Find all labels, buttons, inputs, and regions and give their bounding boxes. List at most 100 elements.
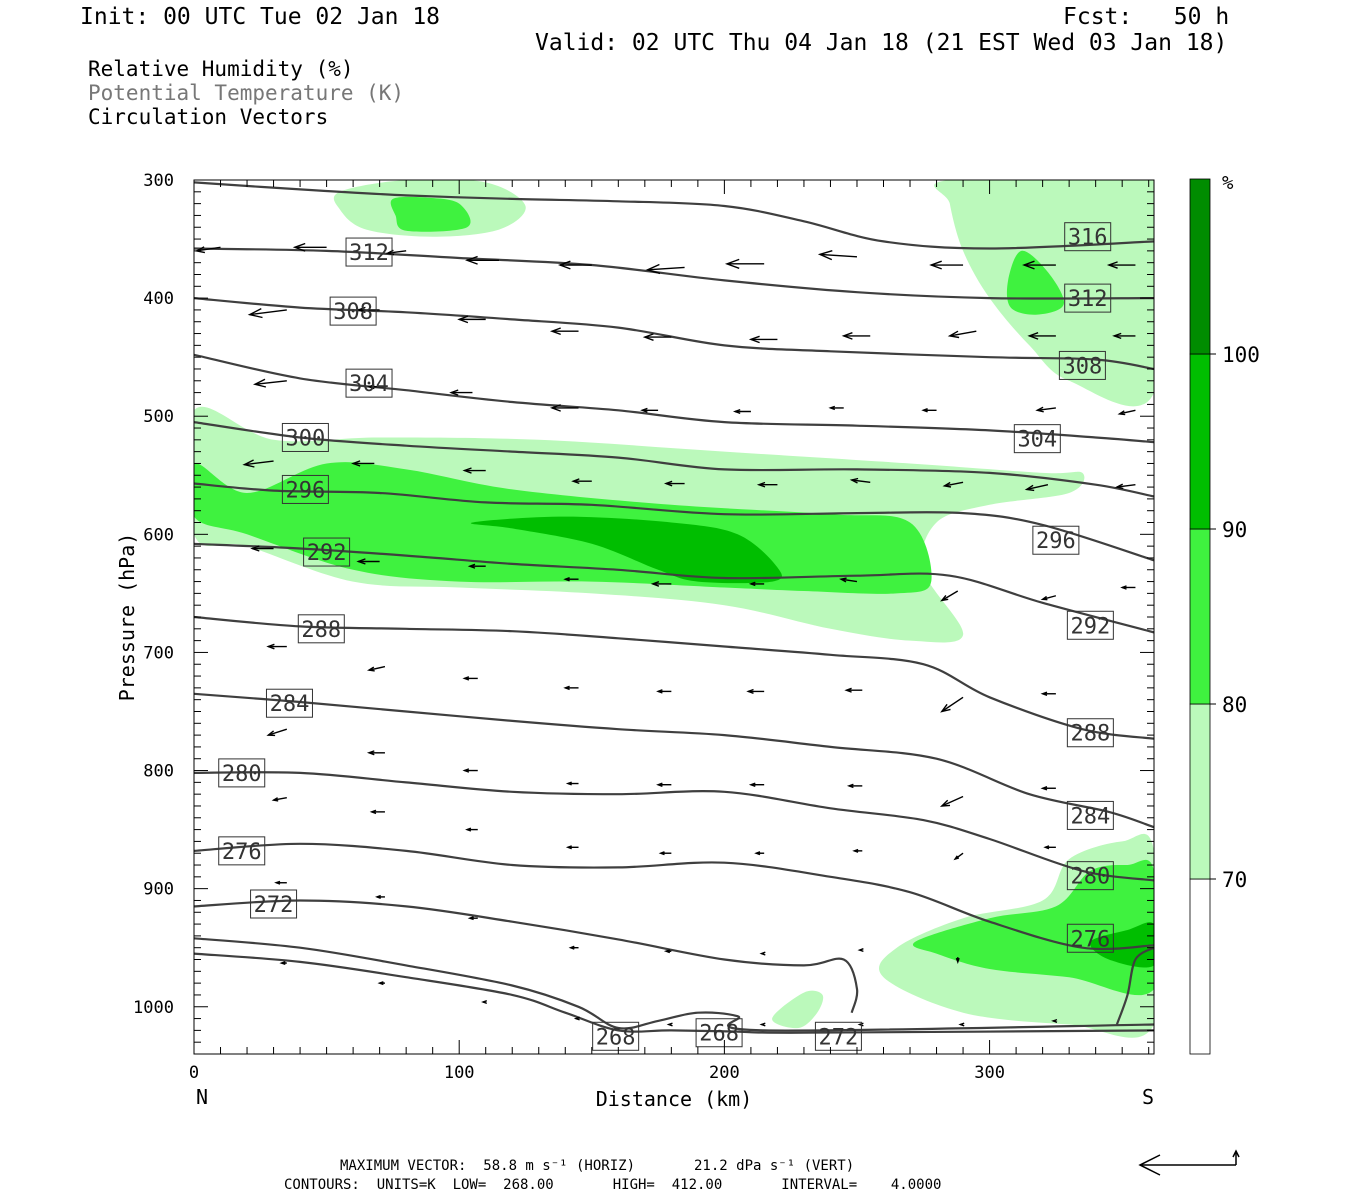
- svg-text:300: 300: [286, 426, 326, 451]
- circulation-vector: [279, 961, 287, 966]
- circulation-vector: [849, 477, 871, 484]
- circulation-vector: [565, 845, 579, 850]
- x-tick-label: 200: [709, 1063, 740, 1083]
- circulation-vector: [457, 315, 486, 324]
- theta-contour-316-0: [194, 181, 1154, 250]
- svg-text:308: 308: [333, 300, 373, 325]
- circulation-vector: [921, 408, 937, 413]
- theta-label-308-2a: 308: [1058, 350, 1106, 380]
- circulation-vector: [571, 478, 592, 485]
- rh-fill-80-6: [390, 196, 471, 232]
- circulation-vector: [462, 676, 478, 681]
- theta-label-288-7a: 288: [1066, 718, 1114, 748]
- circulation-vector: [563, 685, 579, 691]
- colorbar-level-label: 100: [1222, 343, 1260, 367]
- svg-text:272: 272: [819, 1025, 859, 1050]
- circulation-vector: [366, 384, 385, 390]
- y-tick-label: 600: [143, 525, 174, 545]
- circulation-vector: [356, 558, 380, 565]
- theta-label-300-4a: 300: [281, 422, 329, 452]
- theta-label-280-9b: 280: [218, 758, 266, 788]
- legend-vectors: Circulation Vectors: [88, 105, 329, 129]
- circulation-vector: [351, 460, 375, 467]
- circulation-vector: [369, 809, 385, 815]
- colorbar-level-label: 70: [1222, 868, 1247, 892]
- theta-label-276-10a: 276: [1066, 923, 1114, 953]
- circulation-vector: [1024, 484, 1049, 492]
- svg-text:304: 304: [349, 372, 389, 397]
- svg-text:296: 296: [286, 478, 326, 503]
- circulation-vector: [557, 260, 592, 270]
- colorbar-segment: [1189, 878, 1211, 1055]
- theta-label-284-8b: 284: [265, 688, 313, 718]
- circulation-vector: [481, 1000, 488, 1005]
- circulation-vector: [748, 581, 765, 587]
- contour-label-layer: 316 312 312 308 308 304 304 300 296 296 292 292 288 2…: [218, 222, 1114, 1051]
- legend-theta: Potential Temperature (K): [88, 81, 405, 105]
- circulation-vector: [817, 250, 858, 261]
- circulation-vector: [756, 481, 778, 488]
- svg-text:280: 280: [1070, 865, 1110, 890]
- circulation-vector: [1040, 786, 1056, 791]
- theta-label-276-10b: 276: [218, 836, 266, 866]
- circulation-vector: [650, 581, 672, 587]
- theta-label-284-8a: 284: [1066, 800, 1114, 830]
- circulation-vector: [656, 689, 672, 694]
- y-tick-label: 1000: [133, 998, 174, 1018]
- svg-text:276: 276: [1070, 927, 1110, 952]
- footer-max-vector: MAXIMUM VECTOR: 58.8 m s⁻¹ (HORIZ) 21.2 …: [340, 1158, 855, 1174]
- circulation-vector: [1114, 483, 1136, 490]
- circulation-vector: [846, 783, 863, 789]
- theta-contour-312-1: [194, 247, 1154, 300]
- circulation-vector: [568, 945, 579, 950]
- theta-contour-272-12: [194, 937, 1154, 1032]
- rh-fill-80-8: [913, 859, 1154, 996]
- colorbar-level-label: 80: [1222, 693, 1247, 717]
- circulation-vector: [955, 957, 960, 964]
- colorbar-level-label: 90: [1222, 518, 1247, 542]
- circulation-vector: [724, 258, 765, 269]
- svg-text:284: 284: [270, 692, 310, 717]
- theta-label-304-3a: 304: [1013, 424, 1061, 454]
- theta-label-316-0a: 316: [1064, 222, 1112, 252]
- svg-text:280: 280: [222, 762, 262, 787]
- axes-layer: 300 400 500 600 700 800 900 1000 0 100 200 300: [133, 171, 1154, 1083]
- circulation-vector: [247, 307, 287, 319]
- theta-contour-304-3: [194, 353, 1154, 444]
- y-tick-label: 700: [143, 643, 174, 663]
- theta-contour-layer: [194, 181, 1154, 1034]
- circulation-vector: [563, 576, 579, 582]
- theta-label-312-1b: 312: [345, 237, 393, 267]
- theta-label-288-7b: 288: [297, 614, 345, 644]
- theta-label-292-6b: 292: [303, 537, 351, 567]
- svg-text:276: 276: [222, 840, 262, 865]
- theta-label-312-1a: 312: [1064, 283, 1112, 313]
- circulation-vector: [939, 795, 964, 807]
- circulation-vector: [366, 665, 386, 672]
- circulation-vector: [250, 545, 274, 552]
- svg-text:268: 268: [699, 1022, 739, 1047]
- svg-text:268: 268: [596, 1025, 636, 1050]
- theta-contour-288-7: [194, 615, 1154, 740]
- y-tick-label: 300: [143, 171, 174, 191]
- svg-text:292: 292: [1070, 614, 1110, 639]
- circulation-vector: [953, 852, 964, 861]
- theta-contour-272-11: [194, 899, 859, 1014]
- circulation-vector: [1022, 260, 1056, 270]
- circulation-vector: [658, 851, 672, 856]
- circulation-vector: [759, 1022, 766, 1027]
- circulation-vector: [1027, 332, 1056, 340]
- svg-text:284: 284: [1070, 804, 1110, 829]
- theta-contour-284-8: [194, 692, 1154, 829]
- svg-text:296: 296: [1036, 529, 1076, 554]
- y-tick-label: 900: [143, 880, 174, 900]
- circulation-vector: [449, 389, 473, 396]
- theta-contour-276-10: [194, 842, 1154, 951]
- circulation-vector: [549, 404, 579, 412]
- theta-contour-308-2: [194, 297, 1154, 371]
- circulation-vector: [666, 1022, 673, 1027]
- init-time: Init: 00 UTC Tue 02 Jan 18: [80, 4, 441, 30]
- circulation-vector: [958, 1022, 965, 1027]
- circulation-vector: [1117, 409, 1136, 416]
